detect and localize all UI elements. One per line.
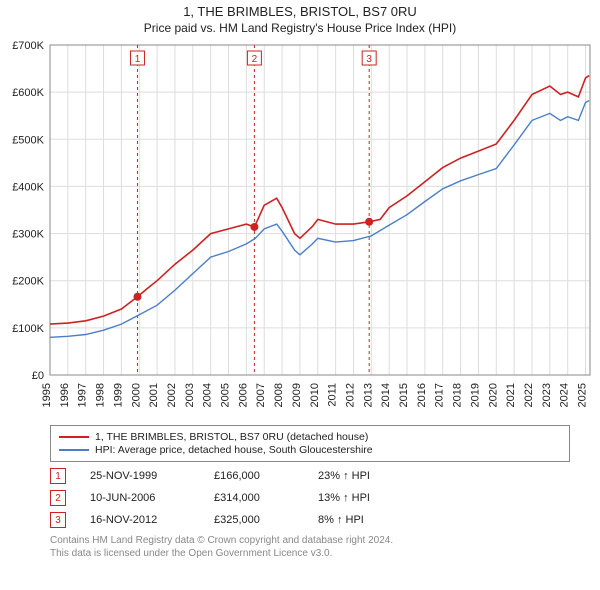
legend-item: HPI: Average price, detached house, Sout… xyxy=(59,444,561,456)
svg-text:1997: 1997 xyxy=(77,383,89,407)
legend-label: 1, THE BRIMBLES, BRISTOL, BS7 0RU (detac… xyxy=(95,431,368,443)
svg-text:2017: 2017 xyxy=(434,383,446,407)
transaction-date: 10-JUN-2006 xyxy=(90,492,190,504)
transaction-badge: 3 xyxy=(50,512,66,528)
transaction-diff: 23% ↑ HPI xyxy=(318,470,408,482)
transaction-price: £166,000 xyxy=(214,470,294,482)
svg-text:2004: 2004 xyxy=(202,383,214,407)
titles: 1, THE BRIMBLES, BRISTOL, BS7 0RU Price … xyxy=(0,0,600,35)
svg-text:2002: 2002 xyxy=(166,383,178,407)
svg-text:2012: 2012 xyxy=(344,383,356,407)
svg-text:2008: 2008 xyxy=(273,383,285,407)
svg-text:2021: 2021 xyxy=(505,383,517,407)
svg-text:2024: 2024 xyxy=(559,383,571,407)
svg-text:2022: 2022 xyxy=(523,383,535,407)
legend-label: HPI: Average price, detached house, Sout… xyxy=(95,444,373,456)
legend-item: 1, THE BRIMBLES, BRISTOL, BS7 0RU (detac… xyxy=(59,431,561,443)
svg-text:£400K: £400K xyxy=(12,181,44,193)
svg-text:2019: 2019 xyxy=(469,383,481,407)
chart-title: 1, THE BRIMBLES, BRISTOL, BS7 0RU xyxy=(0,4,600,19)
svg-text:1: 1 xyxy=(135,54,141,65)
transaction-diff: 8% ↑ HPI xyxy=(318,514,408,526)
svg-text:2011: 2011 xyxy=(327,383,339,407)
svg-text:2013: 2013 xyxy=(362,383,374,407)
transaction-row: 2 10-JUN-2006 £314,000 13% ↑ HPI xyxy=(50,490,570,506)
svg-text:2007: 2007 xyxy=(255,383,267,407)
svg-text:2023: 2023 xyxy=(541,383,553,407)
svg-text:2025: 2025 xyxy=(577,383,589,407)
transactions-table: 1 25-NOV-1999 £166,000 23% ↑ HPI 2 10-JUN-200… xyxy=(50,468,570,528)
svg-text:£300K: £300K xyxy=(12,229,44,241)
footer-line-1: Contains HM Land Registry data © Crown c… xyxy=(50,534,570,547)
svg-text:1998: 1998 xyxy=(95,383,107,407)
svg-text:£0: £0 xyxy=(32,370,44,382)
svg-text:1999: 1999 xyxy=(112,383,124,407)
svg-text:2000: 2000 xyxy=(130,383,142,407)
transaction-price: £314,000 xyxy=(214,492,294,504)
svg-text:3: 3 xyxy=(366,54,372,65)
legend-box: 1, THE BRIMBLES, BRISTOL, BS7 0RU (detac… xyxy=(50,425,570,462)
legend-swatch xyxy=(59,436,89,438)
transaction-row: 3 16-NOV-2012 £325,000 8% ↑ HPI xyxy=(50,512,570,528)
legend-swatch xyxy=(59,449,89,451)
svg-text:2: 2 xyxy=(252,54,258,65)
transaction-price: £325,000 xyxy=(214,514,294,526)
svg-text:£500K: £500K xyxy=(12,134,44,146)
chart-container: 1, THE BRIMBLES, BRISTOL, BS7 0RU Price … xyxy=(0,0,600,560)
footer-attribution: Contains HM Land Registry data © Crown c… xyxy=(50,534,570,560)
svg-text:2003: 2003 xyxy=(184,383,196,407)
transaction-row: 1 25-NOV-1999 £166,000 23% ↑ HPI xyxy=(50,468,570,484)
svg-text:£600K: £600K xyxy=(12,87,44,99)
transaction-date: 25-NOV-1999 xyxy=(90,470,190,482)
line-chart-svg: £0 £100K £200K £300K £400K £500K £600K £700K 199… xyxy=(0,35,600,419)
svg-text:2016: 2016 xyxy=(416,383,428,407)
svg-text:2020: 2020 xyxy=(487,383,499,407)
svg-text:2014: 2014 xyxy=(380,383,392,407)
svg-text:£100K: £100K xyxy=(12,323,44,335)
svg-text:2018: 2018 xyxy=(452,383,464,407)
transaction-diff: 13% ↑ HPI xyxy=(318,492,408,504)
svg-text:£700K: £700K xyxy=(12,40,44,52)
svg-text:2001: 2001 xyxy=(148,383,160,407)
transaction-date: 16-NOV-2012 xyxy=(90,514,190,526)
svg-text:£200K: £200K xyxy=(12,276,44,288)
chart-subtitle: Price paid vs. HM Land Registry's House … xyxy=(0,21,600,35)
svg-text:2006: 2006 xyxy=(237,383,249,407)
chart-area: £0 £100K £200K £300K £400K £500K £600K £700K 199… xyxy=(0,35,600,419)
transaction-badge: 2 xyxy=(50,490,66,506)
svg-text:1995: 1995 xyxy=(41,383,53,407)
svg-text:1996: 1996 xyxy=(59,383,71,407)
svg-text:2009: 2009 xyxy=(291,383,303,407)
svg-text:2015: 2015 xyxy=(398,383,410,407)
transaction-badge: 1 xyxy=(50,468,66,484)
footer-line-2: This data is licensed under the Open Gov… xyxy=(50,547,570,560)
svg-text:2010: 2010 xyxy=(309,383,321,407)
svg-text:2005: 2005 xyxy=(220,383,232,407)
